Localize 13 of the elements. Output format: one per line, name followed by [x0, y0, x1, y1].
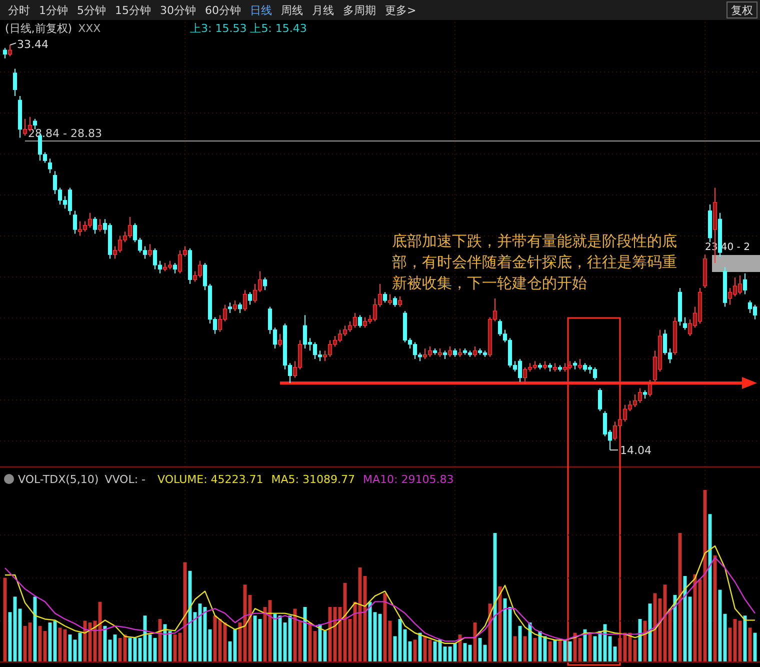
text: 分时 1分钟 5分钟 15分钟 30分钟 60分钟 日线 周线 月线 多周期 更多> [8, 4, 416, 17]
chart-title: (日线,前复权) [5, 22, 72, 35]
text: MA10: 29105.83 [362, 473, 454, 486]
text: XXX [78, 22, 102, 35]
text: VVOL: - [104, 473, 146, 486]
text: 上3: 15.53 上5: 15.43 [190, 22, 307, 35]
text: 复权 [731, 4, 753, 17]
annotation: 14.04 [620, 444, 652, 457]
text: MA5: 31089.77 [271, 473, 355, 486]
chart-title: VOL-TDX(5,10) [18, 473, 99, 486]
text: VOLUME: 45223.71 [158, 473, 264, 486]
annotation: 底部加速下跌，并带有量能就是阶段性的底部，有时会伴随着金针探底，往往是筹码重新被收集，下一轮建仓的开始 [392, 231, 678, 294]
annotation: 33.44 [17, 38, 48, 51]
